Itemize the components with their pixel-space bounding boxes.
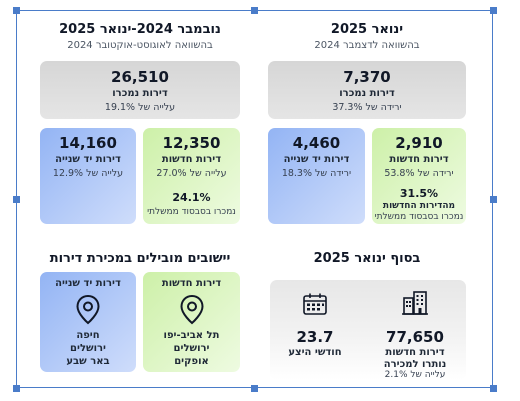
resize-handle-top-right[interactable] [490,7,497,14]
leading-secondhand-city-3: באר שבע [66,356,110,367]
resize-handle-top-center[interactable] [251,7,258,14]
resize-handle-middle-right[interactable] [490,196,497,203]
calendar-icon [280,292,350,316]
left-new-change: עלייה של 27.0% [156,168,227,179]
map-pin-icon [40,294,136,326]
right-new-change: ירידה של 53.8% [384,168,454,179]
left-secondhand-change: עלייה של 12.9% [52,168,124,179]
right-total-card: 7,370 דירות נמכרו ירידה של 37.3% [268,61,466,119]
buildings-icon [370,290,460,316]
right-total-label: דירות נמכרו [339,88,395,99]
resize-handle-top-left[interactable] [13,7,20,14]
right-new-subsidy-pct: 31.5% [399,187,439,200]
right-secondhand-change: ירידה של 18.3% [281,168,352,179]
left-secondhand-card: 14,160 דירות יד שנייה עלייה של 12.9% [40,128,136,224]
end-supply-label: חודשי היצע [288,347,342,358]
left-new-card: 12,350 דירות חדשות עלייה של 27.0% 24.1% … [143,128,240,224]
left-total-value: 26,510 [111,68,169,86]
left-new-subsidy-pct: 24.1% [172,191,211,204]
leading-new-city-3: אופקים [174,356,209,367]
right-new-card: 2,910 דירות חדשות ירידה של 53.8% 31.5% מ… [372,128,466,224]
right-new-value: 2,910 [395,134,443,152]
leading-new-heading: דירות חדשות [161,278,222,289]
left-new-label: דירות חדשות [161,154,222,165]
resize-handle-bottom-left[interactable] [13,385,20,392]
right-new-label: דירות חדשות [389,154,449,165]
end-unsold-label-1: דירות חדשות [385,347,445,358]
right-new-subsidy-label-2: נמכרו בסבסוד ממשלתי [374,212,464,222]
right-secondhand-value: 4,460 [292,134,341,152]
end-unsold-label-2: נותרו למכירה [383,359,447,370]
resize-handle-bottom-center[interactable] [251,385,258,392]
leading-secondhand-city-1: חיפה [76,330,100,341]
end-section-title: בסוף ינואר 2025 [313,251,421,266]
leading-secondhand-city-2: ירושלים [70,343,106,354]
resize-handle-bottom-right[interactable] [490,385,497,392]
left-section-subtitle: בהשוואה לאוגוסט-אוקטובר 2024 [67,40,213,51]
end-card: 23.7 חודשי היצע 77,650 דירות חדשות נותרו… [270,280,466,380]
right-secondhand-card: 4,460 דירות יד שנייה ירידה של 18.3% [268,128,365,224]
resize-handle-middle-left[interactable] [13,196,20,203]
end-unsold-value: 77,650 [386,328,444,346]
map-pin-icon [143,294,240,326]
leading-new-city-2: ירושלים [173,343,210,354]
leading-section-title: יישובים מובילים במכירת דירות [49,251,231,266]
left-new-value: 12,350 [162,134,221,152]
right-total-change: ירידה של 37.3% [332,102,402,113]
right-section-subtitle: בהשוואה לדצמבר 2024 [314,40,420,51]
right-new-subsidy-label-1: מהדירות החדשות [382,201,456,211]
left-secondhand-label: דירות יד שנייה [55,154,121,165]
left-secondhand-value: 14,160 [59,134,117,152]
right-secondhand-label: דירות יד שנייה [283,154,350,165]
end-supply-value: 23.7 [296,328,334,346]
leading-secondhand-card: דירות יד שנייה חיפה ירושלים באר שבע [40,272,136,372]
left-total-card: 26,510 דירות נמכרו עלייה של 19.1% [40,61,240,119]
end-unsold-change: עלייה של 2.1% [384,370,446,380]
right-section-title: ינואר 2025 [330,22,404,37]
right-total-value: 7,370 [343,68,391,86]
left-total-change: עלייה של 19.1% [104,102,176,113]
left-new-subsidy-label: נמכרו בסבסוד ממשלתי [147,207,236,217]
leading-secondhand-heading: דירות יד שנייה [55,278,121,289]
left-section-title: נובמבר 2024-ינואר 2025 [59,22,221,37]
leading-new-city-1: תל אביב-יפו [163,330,220,341]
left-total-label: דירות נמכרו [112,88,168,99]
leading-new-card: דירות חדשות תל אביב-יפו ירושלים אופקים [143,272,240,372]
